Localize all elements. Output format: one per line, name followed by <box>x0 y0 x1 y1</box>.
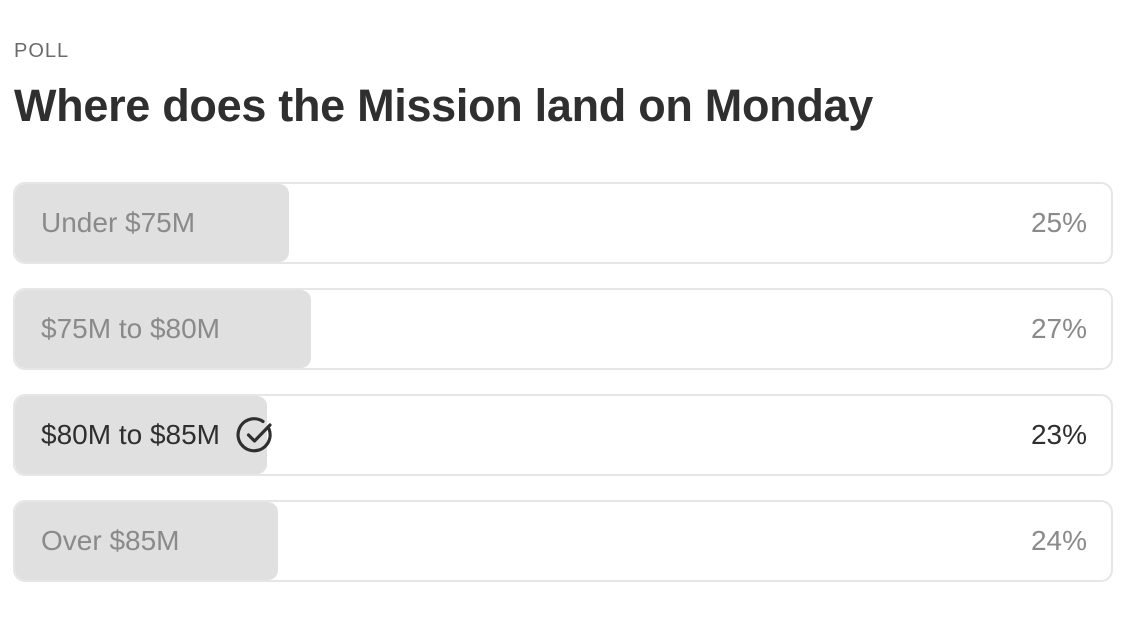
poll-option-over-85m[interactable]: Over $85M 24% <box>13 500 1113 582</box>
poll-option-percent: 27% <box>1030 313 1087 344</box>
poll-option-percent: 24% <box>1030 525 1087 556</box>
poll-option-label: $80M to $85M <box>41 419 220 450</box>
check-circle-icon <box>236 415 276 455</box>
poll-option-label: $75M to $80M <box>41 313 220 344</box>
poll-option-label-row: $80M to $85M <box>41 396 276 474</box>
poll-option-label: Under $75M <box>41 207 196 238</box>
poll-option-result-bar <box>15 502 279 580</box>
poll-option-result-bar <box>15 396 268 474</box>
poll-option-result-bar <box>15 290 311 368</box>
poll-option-percent: 25% <box>1030 207 1087 238</box>
poll-option-80m-to-85m[interactable]: $80M to $85M 23% <box>13 394 1113 476</box>
poll-title: Where does the Mission land on Monday <box>14 80 873 131</box>
poll-option-75m-to-80m[interactable]: $75M to $80M 27% <box>13 288 1113 370</box>
poll-option-percent: 23% <box>1030 419 1087 450</box>
poll-option-under-75m[interactable]: Under $75M 25% <box>13 182 1113 264</box>
poll-option-result-bar <box>15 184 289 262</box>
poll-eyebrow: POLL <box>14 40 70 62</box>
poll-option-label: Over $85M <box>41 525 180 556</box>
poll-options: Under $75M 25% $75M to $80M 27% $80M to … <box>13 182 1113 606</box>
